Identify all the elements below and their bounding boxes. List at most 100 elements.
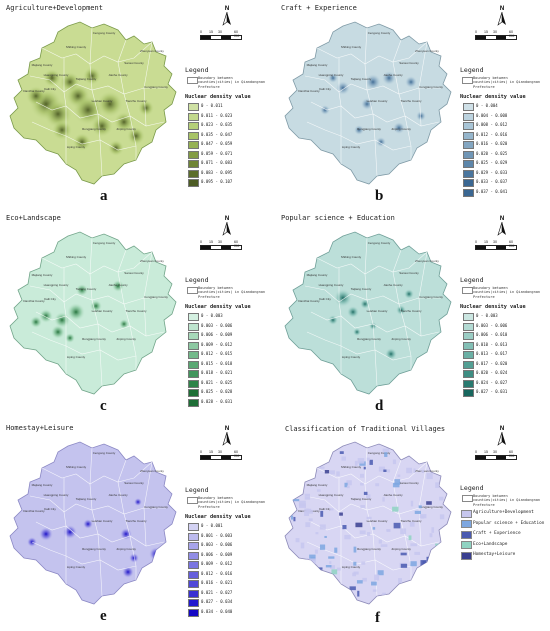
- density-legend-title: Nuclear density value: [460, 304, 526, 310]
- village-patch: [431, 527, 435, 533]
- density-swatch: [463, 179, 474, 188]
- panel-title-e: Homestay+Leisure: [6, 424, 74, 432]
- density-swatch: [188, 160, 199, 169]
- density-swatch: [188, 389, 199, 398]
- scale-tick: 0: [475, 240, 477, 244]
- prefecture-outline: [9, 231, 177, 395]
- density-hotspot: [63, 525, 77, 539]
- density-hotspot: [39, 527, 53, 541]
- county-label: Jinping County: [391, 127, 411, 131]
- panel-title-d: Popular science + Education: [281, 214, 395, 222]
- county-border: [41, 251, 153, 275]
- village-patch: [324, 470, 330, 474]
- prefecture-outline: [284, 231, 452, 395]
- county-label: Jianhe County: [108, 73, 128, 77]
- panel-title-a: Agriculture+Development: [6, 4, 103, 12]
- village-patch: [419, 595, 424, 601]
- village-patch: [310, 465, 315, 469]
- density-hotspot: [51, 325, 65, 339]
- village-patch: [429, 533, 433, 538]
- density-swatch: [463, 322, 474, 331]
- density-class-label: 0.003 - 0.006: [476, 322, 508, 328]
- legend-title: Legend: [185, 276, 209, 284]
- classification-label: Agriculture+Development: [473, 510, 534, 515]
- village-patch: [353, 561, 357, 566]
- village-patch: [342, 525, 347, 530]
- scale-segment: [231, 36, 241, 39]
- density-swatch: [188, 551, 199, 560]
- village-patch: [292, 499, 300, 502]
- density-class-label: 0.027 - 0.034: [201, 599, 233, 604]
- village-patch: [419, 514, 427, 519]
- county-border: [392, 39, 412, 160]
- density-class-label: 0.011 - 0.023: [201, 112, 233, 118]
- village-patch: [331, 569, 338, 575]
- village-patch: [428, 590, 436, 596]
- county-border: [89, 237, 103, 387]
- boundary-swatch: [187, 287, 198, 294]
- scale-segment: [506, 246, 516, 249]
- county-label: Shibing County: [66, 255, 87, 259]
- density-legend-title: Nuclear density value: [185, 304, 251, 310]
- density-hotspot: [52, 120, 72, 140]
- density-swatch: [463, 313, 474, 322]
- scale-tick: 0: [475, 30, 477, 34]
- density-class-label: 0.016 - 0.020: [476, 141, 508, 146]
- county-label: Leishan County: [367, 309, 388, 313]
- village-patch: [324, 535, 327, 538]
- county-border: [41, 41, 153, 65]
- village-patch: [357, 458, 365, 464]
- county-label: Shibing County: [66, 465, 87, 469]
- village-patch: [408, 535, 412, 541]
- density-class-label: 0.006 - 0.009: [201, 332, 233, 337]
- scale-segment: [486, 246, 496, 249]
- county-label: Jinping County: [116, 547, 136, 551]
- village-patch: [295, 538, 300, 543]
- county-label: Cengong County: [368, 241, 391, 245]
- county-label: Leishan County: [92, 309, 113, 313]
- village-patch: [436, 593, 441, 600]
- density-swatch: [188, 351, 199, 360]
- density-class-label: 0.013 - 0.017: [476, 351, 508, 356]
- legend-boundary-label: Boundary between counties(cities) in Qia…: [187, 496, 268, 509]
- north-arrow-icon: [222, 11, 231, 26]
- county-border: [392, 249, 412, 370]
- county-label: Sansui County: [124, 481, 144, 485]
- county-label: Taijiang County: [76, 497, 97, 501]
- density-hotspot: [334, 289, 352, 307]
- density-hotspot: [39, 309, 53, 323]
- county-label: Huangping County: [44, 283, 69, 287]
- village-patch: [372, 589, 377, 592]
- village-patch: [382, 497, 385, 502]
- density-hotspot: [393, 122, 405, 134]
- density-hotspot: [76, 284, 88, 296]
- county-label: Shibing County: [341, 465, 362, 469]
- scale-segment: [201, 456, 211, 459]
- county-label: Jinping County: [391, 547, 411, 551]
- village-patch: [366, 457, 370, 461]
- village-patch: [360, 505, 365, 508]
- county-label: Cengong County: [368, 31, 391, 35]
- county-label: Jinping County: [391, 337, 411, 341]
- density-class-label: 0.033 - 0.037: [476, 179, 508, 184]
- scale-tick: 0: [475, 450, 477, 454]
- scale-segment: [496, 36, 506, 39]
- scale-segment: [211, 36, 221, 39]
- north-arrow: N: [495, 426, 509, 451]
- village-patch: [332, 591, 337, 596]
- county-label: Leishan County: [92, 519, 113, 523]
- village-patch: [363, 491, 368, 495]
- density-class-label: 0.020 - 0.025: [476, 150, 508, 156]
- scale-bar: 0 15 30 60 KM: [200, 240, 242, 250]
- county-label: Cengong County: [93, 241, 116, 245]
- village-patch: [398, 590, 405, 596]
- village-patch: [333, 596, 341, 602]
- village-patch: [344, 482, 348, 488]
- village-patch: [329, 561, 332, 564]
- boundary-text: Boundary between counties(cities) in Qia…: [473, 286, 541, 299]
- density-swatch: [463, 169, 474, 178]
- county-label: Huangping County: [319, 73, 344, 77]
- density-swatch: [463, 112, 474, 121]
- county-label: Cengong County: [93, 31, 116, 35]
- scale-bar: 0 15 30 60 KM: [475, 30, 517, 40]
